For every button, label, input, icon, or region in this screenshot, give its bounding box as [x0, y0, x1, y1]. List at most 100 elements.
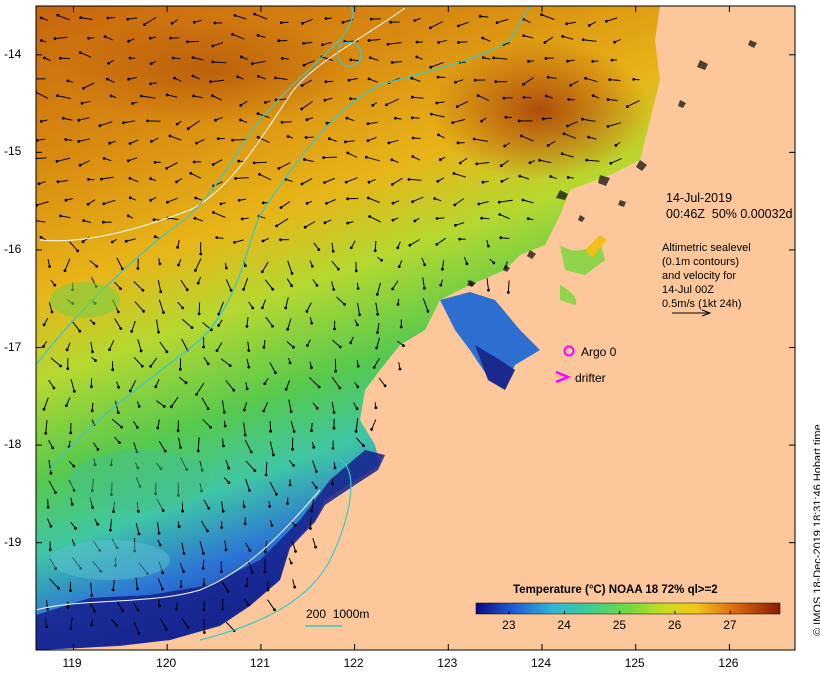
velocity-arrow-head: [79, 164, 82, 167]
velocity-arrow-head: [435, 102, 438, 105]
velocity-arrow-head: [607, 98, 610, 101]
velocity-arrow-head: [369, 56, 372, 59]
velocity-arrow-head: [498, 213, 501, 216]
velocity-arrow-head: [161, 572, 164, 575]
velocity-arrow-head: [227, 467, 230, 470]
velocity-arrow-head: [236, 75, 239, 78]
velocity-arrow-head: [411, 116, 414, 119]
velocity-arrow-head: [321, 43, 324, 46]
velocity-arrow-head: [609, 162, 612, 165]
velocity-arrow-head: [542, 118, 545, 121]
velocity-arrow-head: [142, 289, 145, 292]
velocity-arrow-head: [191, 326, 194, 329]
velocity-arrow-head: [588, 24, 591, 27]
velocity-arrow-head: [79, 16, 82, 19]
velocity-arrow-head: [108, 348, 111, 351]
velocity-arrow-head: [482, 181, 485, 184]
velocity-arrow-head: [117, 386, 120, 389]
velocity-arrow-head: [57, 180, 60, 183]
velocity-arrow-head: [40, 39, 43, 42]
velocity-arrow-head: [547, 144, 550, 147]
velocity-arrow-head: [391, 158, 394, 161]
velocity-arrow-head: [429, 66, 432, 69]
velocity-arrow-head: [57, 587, 60, 590]
velocity-arrow-head: [566, 60, 569, 63]
velocity-arrow-head: [333, 328, 336, 331]
velocity-arrow-head: [268, 505, 271, 508]
velocity-arrow-head: [122, 121, 125, 124]
velocity-arrow-head: [411, 200, 414, 203]
velocity-arrow-head: [544, 41, 547, 44]
velocity-arrow-head: [391, 61, 394, 64]
velocity-arrow: [233, 140, 246, 141]
velocity-arrow-head: [54, 37, 57, 40]
velocity-arrow-head: [99, 124, 102, 127]
velocity-arrow-head: [345, 181, 348, 184]
velocity-arrow-head: [209, 426, 212, 429]
velocity-arrow-head: [453, 204, 456, 207]
velocity-arrow-head: [175, 181, 178, 184]
velocity-arrow-head: [241, 218, 244, 221]
velocity-arrow-head: [325, 80, 328, 83]
velocity-arrow-head: [264, 570, 267, 573]
velocity-arrow-head: [496, 21, 499, 24]
velocity-arrow-head: [503, 97, 506, 100]
velocity-arrow-head: [225, 267, 228, 270]
velocity-arrow-head: [79, 51, 82, 54]
velocity-arrow-head: [316, 407, 319, 410]
velocity-arrow-head: [159, 544, 162, 547]
velocity-arrow-head: [120, 426, 123, 429]
velocity-arrow-head: [246, 387, 249, 390]
velocity-arrow-head: [244, 523, 247, 526]
velocity-arrow-head: [247, 349, 250, 352]
velocity-arrow-head: [186, 288, 189, 291]
altimetry-line-3: and velocity for: [662, 269, 736, 283]
velocity-arrow-head: [125, 240, 128, 243]
velocity-arrow-head: [306, 202, 309, 205]
velocity-arrow-head: [156, 427, 159, 430]
velocity-arrow-head: [355, 269, 358, 272]
velocity-arrow: [266, 462, 267, 475]
green-patch: [50, 282, 120, 318]
velocity-arrow-head: [163, 405, 166, 408]
velocity-arrow-head: [143, 23, 146, 26]
velocity-arrow-head: [198, 313, 201, 316]
velocity-arrow-head: [249, 549, 252, 552]
velocity-arrow-head: [478, 203, 481, 206]
x-tick-label: 119: [62, 656, 81, 670]
velocity-arrow-head: [322, 156, 325, 159]
velocity-arrow-head: [527, 60, 530, 63]
velocity-arrow-head: [222, 445, 225, 448]
velocity-arrow-head: [94, 359, 97, 362]
velocity-arrow-head: [199, 253, 202, 256]
velocity-arrow-head: [186, 40, 189, 43]
velocity-arrow-head: [474, 79, 477, 82]
velocity-arrow-head: [96, 523, 99, 526]
velocity-arrow-head: [289, 362, 292, 365]
velocity-arrow-head: [387, 43, 390, 46]
velocity-arrow-head: [503, 145, 506, 148]
velocity-arrow-head: [192, 75, 195, 78]
velocity-arrow-head: [138, 533, 141, 536]
velocity-arrow-head: [262, 410, 265, 413]
velocity-arrow-head: [397, 303, 400, 306]
velocity-arrow-head: [42, 345, 45, 348]
velocity-arrow-head: [82, 240, 85, 243]
velocity-arrow-head: [507, 291, 510, 294]
velocity-arrow-head: [388, 142, 391, 145]
velocity-arrow-head: [545, 57, 548, 60]
velocity-arrow-head: [71, 503, 74, 506]
velocity-arrow-head: [374, 249, 377, 252]
velocity-arrow-head: [129, 142, 132, 145]
velocity-arrow-head: [159, 290, 162, 293]
y-tick-label: -18: [4, 437, 21, 451]
velocity-arrow-head: [161, 588, 164, 591]
y-tick-label: -17: [4, 340, 21, 354]
velocity-arrow-head: [177, 264, 180, 267]
velocity-arrow-head: [59, 365, 62, 368]
velocity-arrow-head: [324, 99, 327, 102]
velocity-arrow-head: [179, 446, 182, 449]
velocity-arrow-head: [258, 173, 261, 176]
velocity-arrow-head: [396, 246, 399, 249]
velocity-arrow-head: [375, 347, 378, 350]
